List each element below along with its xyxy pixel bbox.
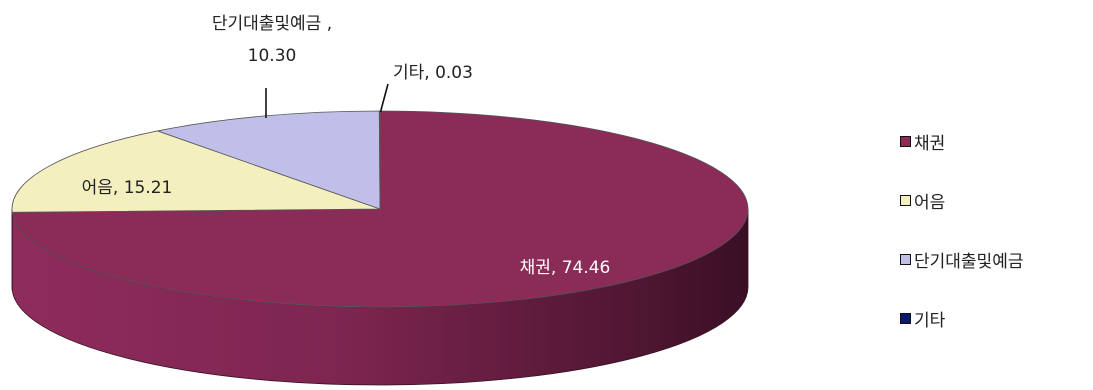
data-label-loans-deposits-line2: 10.30 — [248, 46, 297, 66]
legend-swatch-loans-deposits — [900, 253, 911, 265]
slice-bills — [11, 130, 381, 213]
legend-item-bills: 어음 — [900, 189, 1090, 213]
data-label-loans-deposits-line1: 단기대출및예금 , — [212, 14, 332, 34]
legend-swatch-bills — [900, 194, 911, 206]
data-label-other: 기타, 0.03 — [393, 63, 473, 83]
legend-label-other: 기타 — [914, 310, 946, 331]
data-label-bonds: 채권, 74.46 — [520, 258, 611, 278]
legend-label-loans-deposits: 단기대출및예금 — [914, 251, 1024, 272]
legend-item-other: 기타 — [900, 307, 1090, 331]
data-label-bills: 어음, 15.21 — [82, 178, 173, 198]
legend-label-bills: 어음 — [914, 192, 946, 213]
legend-item-loans-deposits: 단기대출및예금 — [900, 248, 1090, 272]
legend-swatch-bonds — [900, 135, 911, 147]
slice-loans-deposits — [156, 110, 381, 210]
leader-line-other — [380, 83, 389, 112]
legend: 채권 어음 단기대출및예금 기타 — [900, 130, 1090, 366]
legend-label-bonds: 채권 — [914, 133, 946, 154]
slice-other — [378, 110, 381, 210]
legend-swatch-other — [900, 312, 911, 324]
legend-item-bonds: 채권 — [900, 130, 1090, 154]
